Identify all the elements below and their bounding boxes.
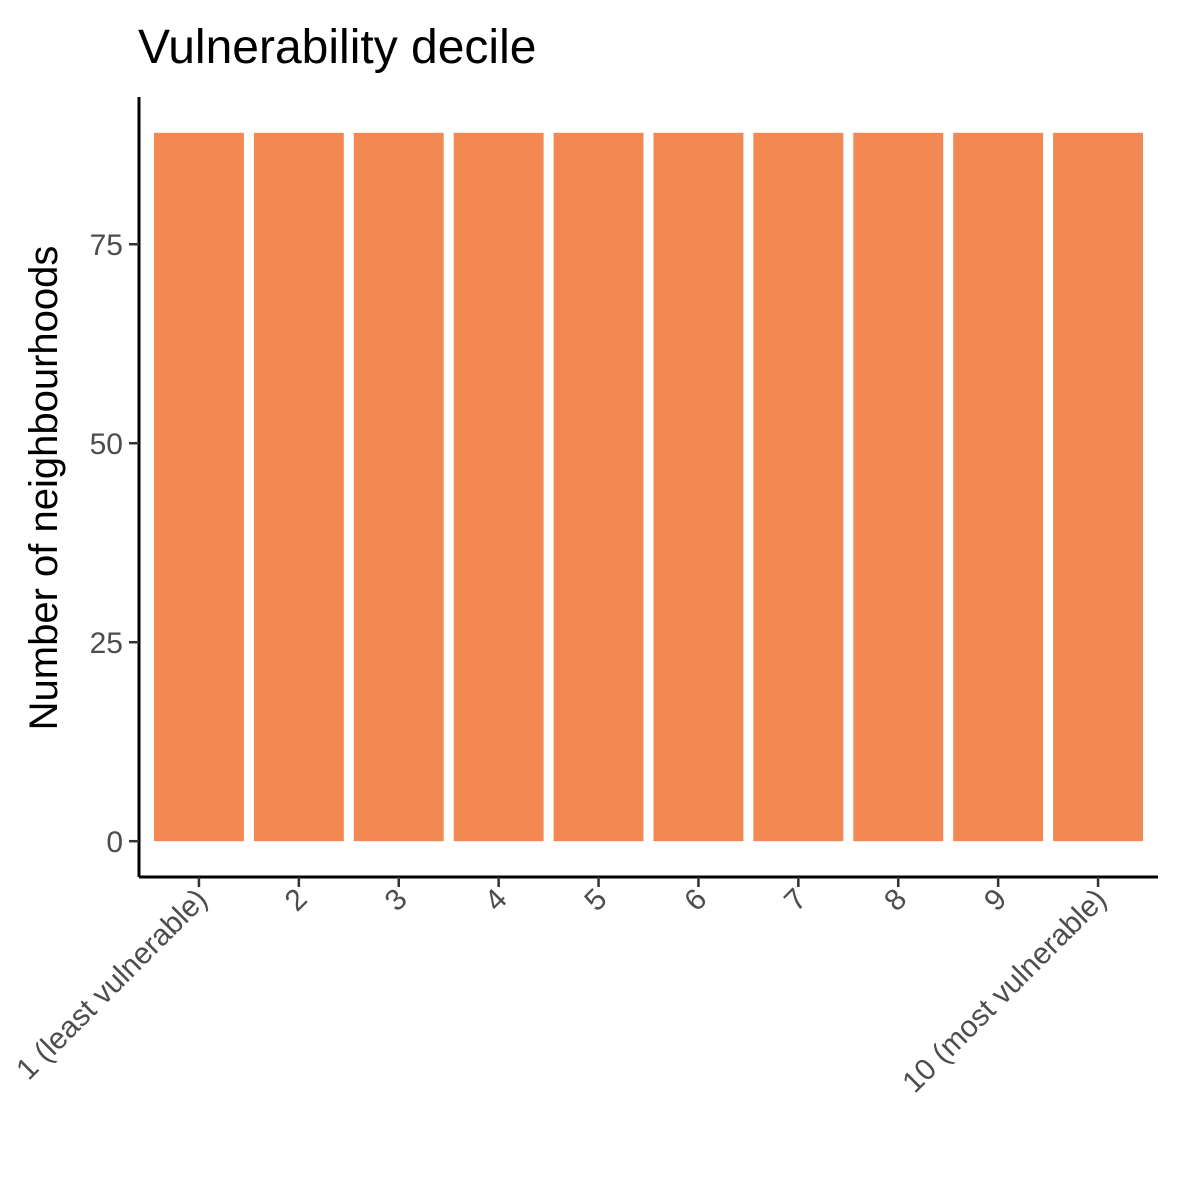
- x-tick-label-2: 2: [279, 883, 314, 918]
- bar-9: [953, 132, 1044, 842]
- y-tick-label-25: 25: [90, 627, 123, 660]
- chart-title: Vulnerability decile: [138, 21, 536, 74]
- x-tick-label-10: 10 (most vulnerable): [896, 883, 1113, 1100]
- x-tick-label-4: 4: [478, 883, 513, 918]
- bar-1: [153, 132, 244, 842]
- y-tick-label-75: 75: [90, 229, 123, 262]
- bar-3: [353, 132, 444, 842]
- x-tick-label-1: 1 (least vulnerable): [10, 883, 214, 1087]
- bar-6: [653, 132, 744, 842]
- bars-layer: [153, 132, 1144, 842]
- y-tick-label-50: 50: [90, 428, 123, 461]
- bar-7: [753, 132, 844, 842]
- x-tick-label-5: 5: [578, 883, 613, 918]
- x-tick-label-8: 8: [878, 883, 913, 918]
- x-axis: 1 (least vulnerable) 2 3 4 5 6 7 8 910 (most vul…: [10, 875, 1158, 1100]
- bar-10: [1053, 132, 1144, 842]
- x-tick-label-9: 9: [978, 883, 1013, 918]
- bar-8: [853, 132, 944, 842]
- x-tick-label-3: 3: [379, 883, 414, 918]
- x-tick-label-6: 6: [678, 883, 713, 918]
- bar-5: [553, 132, 644, 842]
- x-tick-label-7: 7: [778, 883, 813, 918]
- y-tick-label-0: 0: [106, 826, 123, 859]
- bar-4: [453, 132, 544, 842]
- y-axis: 0 25 50 75: [90, 97, 141, 877]
- bar-2: [253, 132, 344, 842]
- y-axis-title: Number of neighbourhoods: [22, 246, 66, 731]
